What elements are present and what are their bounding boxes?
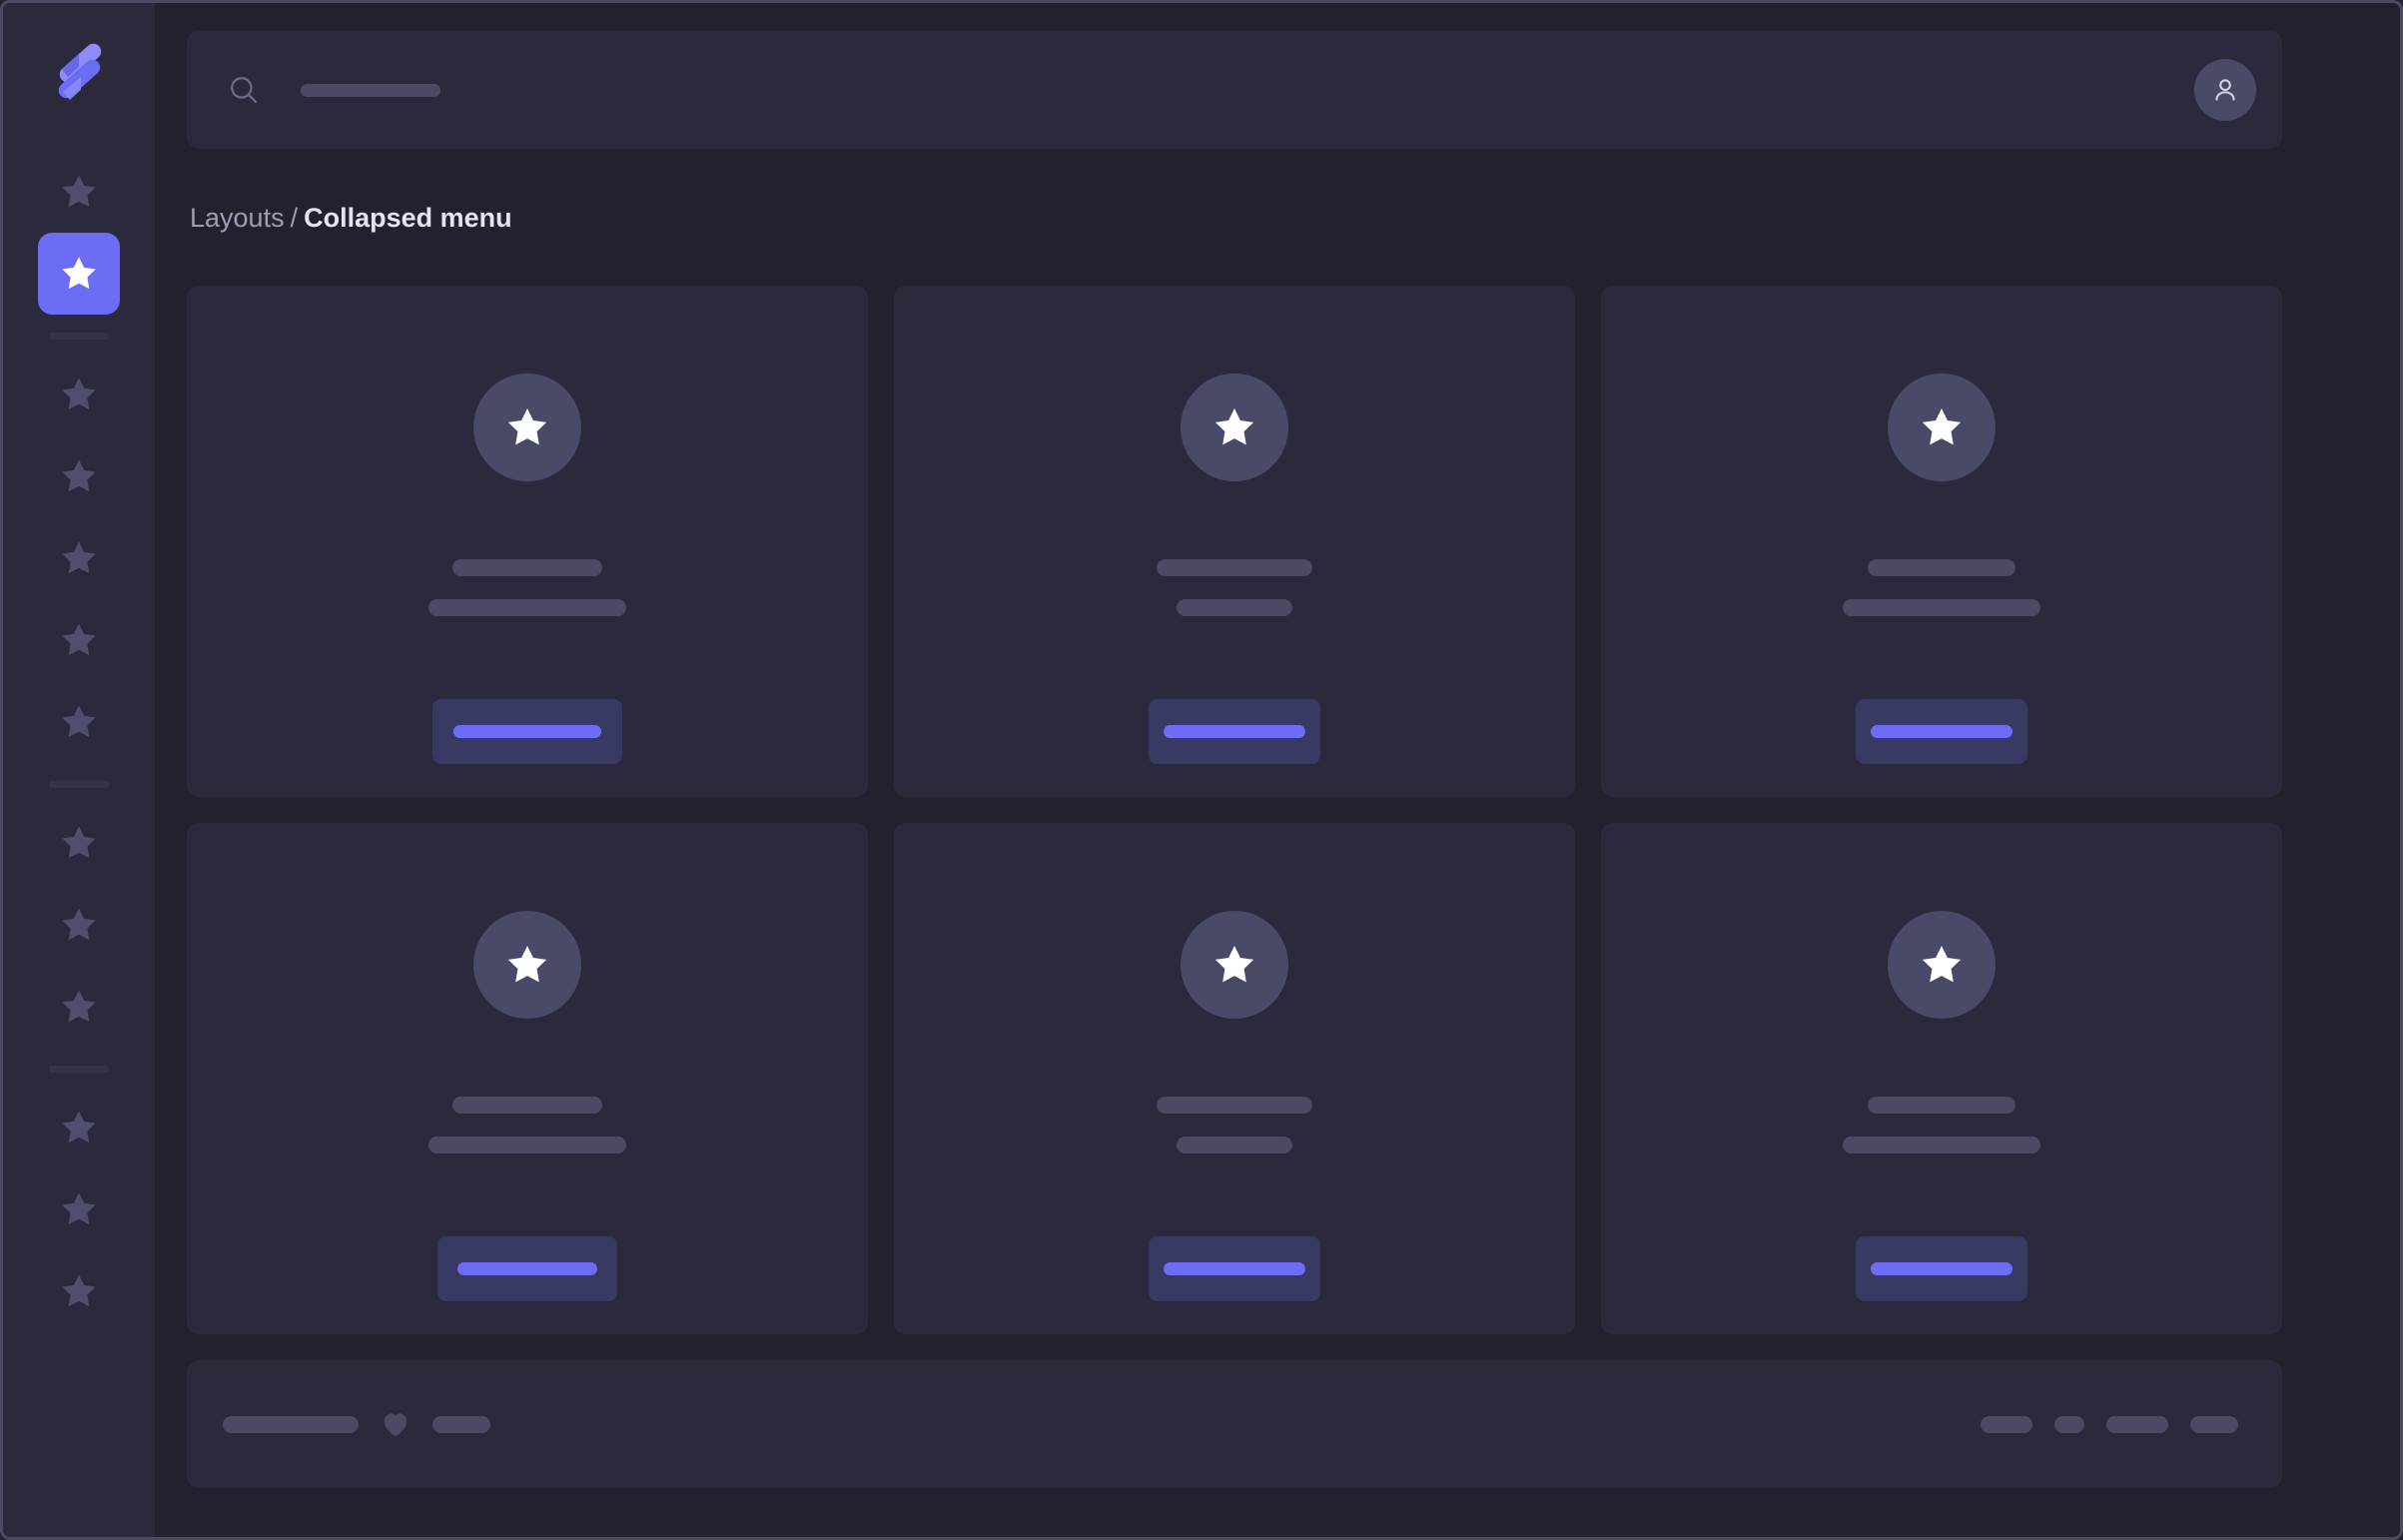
card-avatar	[1181, 911, 1288, 1019]
card-subtitle-placeholder	[428, 1137, 626, 1154]
card-cta-button[interactable]	[1149, 1236, 1320, 1301]
card-cta-button[interactable]	[437, 1236, 617, 1301]
brand-s-logo-icon	[58, 43, 102, 100]
breadcrumb-separator: /	[290, 203, 299, 233]
footer-placeholder-bar	[223, 1415, 359, 1433]
footer-link-placeholder[interactable]	[2106, 1415, 2168, 1433]
content-card[interactable]	[1601, 823, 2282, 1334]
sidebar-item-9[interactable]	[38, 884, 120, 966]
card-title-placeholder	[1868, 1097, 2015, 1114]
footer-bar	[187, 1360, 2282, 1488]
brand-logo[interactable]	[40, 33, 118, 111]
sidebar-item-6[interactable]	[38, 599, 120, 681]
card-subtitle-placeholder	[1843, 1137, 2040, 1154]
sidebar-item-8[interactable]	[38, 802, 120, 884]
star-icon	[62, 1192, 96, 1225]
card-subtitle-placeholder	[1177, 599, 1292, 616]
content-card[interactable]	[187, 286, 868, 797]
collapsed-sidebar	[3, 3, 155, 1537]
footer-link-placeholder[interactable]	[1981, 1415, 2032, 1433]
heart-icon[interactable]	[381, 1410, 410, 1438]
sidebar-item-10[interactable]	[38, 966, 120, 1048]
card-subtitle-placeholder	[428, 599, 626, 616]
card-title-placeholder	[1157, 1097, 1312, 1114]
search-icon	[231, 77, 258, 104]
star-icon	[62, 378, 96, 410]
card-cta-button[interactable]	[1856, 1236, 2027, 1301]
star-icon	[1922, 946, 1962, 983]
sidebar-item-4[interactable]	[38, 435, 120, 517]
footer-link-placeholder[interactable]	[2054, 1415, 2084, 1433]
search-field[interactable]	[227, 73, 2194, 107]
main-content: Layouts / Collapsed menu	[155, 3, 2400, 1537]
star-icon	[507, 408, 547, 445]
star-icon	[62, 623, 96, 656]
card-title-placeholder	[452, 559, 602, 576]
star-icon	[62, 990, 96, 1023]
content-card[interactable]	[894, 286, 1575, 797]
sidebar-item-1[interactable]	[38, 151, 120, 233]
star-icon	[507, 946, 547, 983]
sidebar-divider-2	[49, 781, 109, 788]
card-cta-button[interactable]	[1856, 699, 2027, 764]
card-cta-label-placeholder	[1164, 1262, 1305, 1275]
profile-avatar-button[interactable]	[2194, 59, 2256, 121]
footer-left-group	[223, 1410, 490, 1438]
footer-link-placeholder[interactable]	[2190, 1415, 2238, 1433]
sidebar-item-7[interactable]	[38, 681, 120, 763]
card-avatar	[473, 911, 581, 1019]
breadcrumb-parent[interactable]: Layouts	[190, 203, 285, 233]
breadcrumb-current: Collapsed menu	[304, 203, 512, 233]
star-icon	[62, 257, 96, 290]
sidebar-item-12[interactable]	[38, 1168, 120, 1250]
card-avatar	[1181, 374, 1288, 481]
card-title-placeholder	[452, 1097, 602, 1114]
card-title-placeholder	[1157, 559, 1312, 576]
sidebar-divider-3	[49, 1066, 109, 1073]
star-icon	[62, 1274, 96, 1307]
top-search-bar	[187, 31, 2282, 149]
card-cta-label-placeholder	[1164, 725, 1305, 738]
card-subtitle-placeholder	[1843, 599, 2040, 616]
footer-right-group	[1981, 1415, 2238, 1433]
star-icon	[1922, 408, 1962, 445]
sidebar-item-13[interactable]	[38, 1250, 120, 1332]
card-cta-label-placeholder	[453, 725, 601, 738]
search-input[interactable]	[301, 83, 440, 97]
star-icon	[62, 459, 96, 492]
breadcrumb: Layouts / Collapsed menu	[187, 205, 2282, 232]
sidebar-divider-1	[49, 333, 109, 340]
card-avatar	[1888, 911, 1996, 1019]
card-cta-button[interactable]	[1149, 699, 1320, 764]
star-icon	[1214, 946, 1254, 983]
star-icon	[62, 705, 96, 738]
footer-placeholder-bar	[432, 1415, 490, 1433]
star-icon	[62, 175, 96, 208]
card-avatar	[1888, 374, 1996, 481]
card-cta-label-placeholder	[1871, 1262, 2012, 1275]
content-card[interactable]	[894, 823, 1575, 1334]
star-icon	[62, 826, 96, 859]
star-icon	[62, 541, 96, 574]
content-card[interactable]	[187, 823, 868, 1334]
user-icon	[2215, 79, 2235, 101]
sidebar-item-11[interactable]	[38, 1087, 120, 1168]
card-cta-label-placeholder	[457, 1262, 597, 1275]
sidebar-item-2-active[interactable]	[38, 233, 120, 315]
star-icon	[62, 908, 96, 941]
star-icon	[1214, 408, 1254, 445]
card-grid	[187, 286, 2282, 1334]
sidebar-item-5[interactable]	[38, 517, 120, 599]
card-avatar	[473, 374, 581, 481]
content-card[interactable]	[1601, 286, 2282, 797]
star-icon	[62, 1111, 96, 1144]
card-subtitle-placeholder	[1177, 1137, 1292, 1154]
card-cta-button[interactable]	[432, 699, 622, 764]
sidebar-item-3[interactable]	[38, 354, 120, 435]
card-title-placeholder	[1868, 559, 2015, 576]
card-cta-label-placeholder	[1871, 725, 2012, 738]
